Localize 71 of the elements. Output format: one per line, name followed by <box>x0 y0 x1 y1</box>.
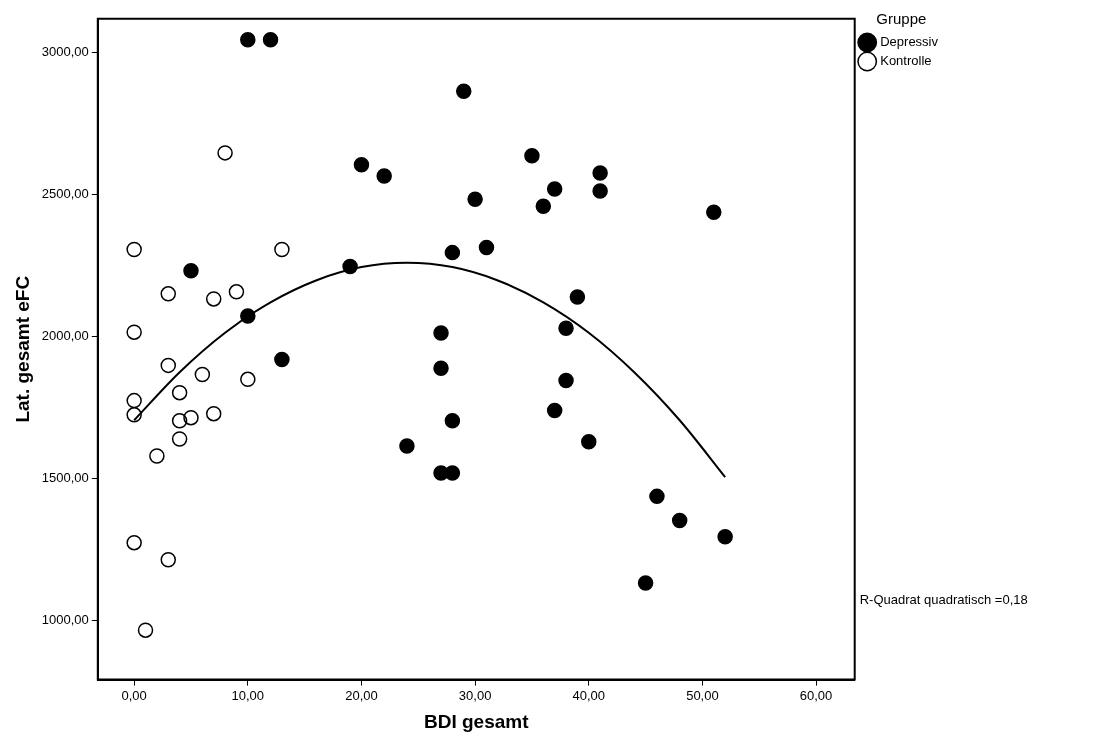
point <box>546 402 563 419</box>
text: R-Quadrat quadratisch =0,18 <box>859 591 1028 607</box>
point <box>558 320 574 336</box>
point <box>126 324 142 340</box>
x-tick-label: 50,00 <box>686 687 719 703</box>
point <box>183 409 199 426</box>
point <box>456 83 472 99</box>
point <box>262 32 279 48</box>
point <box>342 258 358 275</box>
point <box>274 351 290 368</box>
point <box>637 575 654 591</box>
point <box>126 392 142 409</box>
point <box>399 438 415 454</box>
y-tick-label: 1000,00 <box>41 611 89 627</box>
point <box>228 284 245 300</box>
point <box>205 291 222 307</box>
point <box>444 244 461 261</box>
point <box>467 191 483 207</box>
point <box>171 413 188 429</box>
x-axis-title: BDI gesamt <box>423 710 530 732</box>
point <box>217 145 233 161</box>
point <box>558 372 574 389</box>
point <box>353 157 370 173</box>
point <box>478 239 495 256</box>
x-tick-label: 20,00 <box>345 687 378 703</box>
x-tick-label: 40,00 <box>572 687 606 703</box>
point <box>126 534 142 551</box>
legend-label: Kontrolle <box>880 53 932 69</box>
point <box>274 241 290 258</box>
point <box>160 357 177 374</box>
y-tick-label: 1500,00 <box>41 469 89 485</box>
point <box>535 198 552 215</box>
point <box>126 241 142 258</box>
point <box>149 448 165 464</box>
legend-label: Depressiv <box>880 34 939 50</box>
point <box>240 371 256 388</box>
x-tick-label: 60,00 <box>799 687 833 703</box>
point <box>546 181 563 197</box>
point <box>240 32 256 48</box>
point <box>171 431 188 447</box>
point <box>137 622 154 638</box>
point <box>671 512 688 529</box>
point <box>433 360 449 376</box>
point <box>171 384 188 401</box>
point <box>160 551 177 568</box>
point <box>581 434 597 450</box>
point <box>444 413 461 429</box>
point <box>706 204 722 221</box>
y-axis-title: Lat. gesamt eFC <box>11 275 33 423</box>
point <box>569 289 586 305</box>
point <box>592 165 608 181</box>
legend-title: Gruppe <box>876 9 927 27</box>
point <box>433 325 449 341</box>
y-tick-label: 2000,00 <box>41 327 89 343</box>
point <box>649 488 665 505</box>
point <box>183 263 199 279</box>
point <box>240 308 256 324</box>
point <box>524 147 540 164</box>
point <box>592 183 608 199</box>
x-tick-label: 30,00 <box>458 687 492 703</box>
point <box>194 366 211 383</box>
y-tick-label: 2500,00 <box>41 185 89 201</box>
point <box>160 286 177 302</box>
point <box>126 407 142 423</box>
point <box>717 528 733 545</box>
x-tick-label: 10,00 <box>231 687 265 703</box>
point <box>444 465 461 481</box>
x-tick-label: 0,00 <box>121 687 147 703</box>
y-tick-label: 3000,00 <box>41 43 89 59</box>
point <box>376 168 392 184</box>
point <box>205 405 222 422</box>
